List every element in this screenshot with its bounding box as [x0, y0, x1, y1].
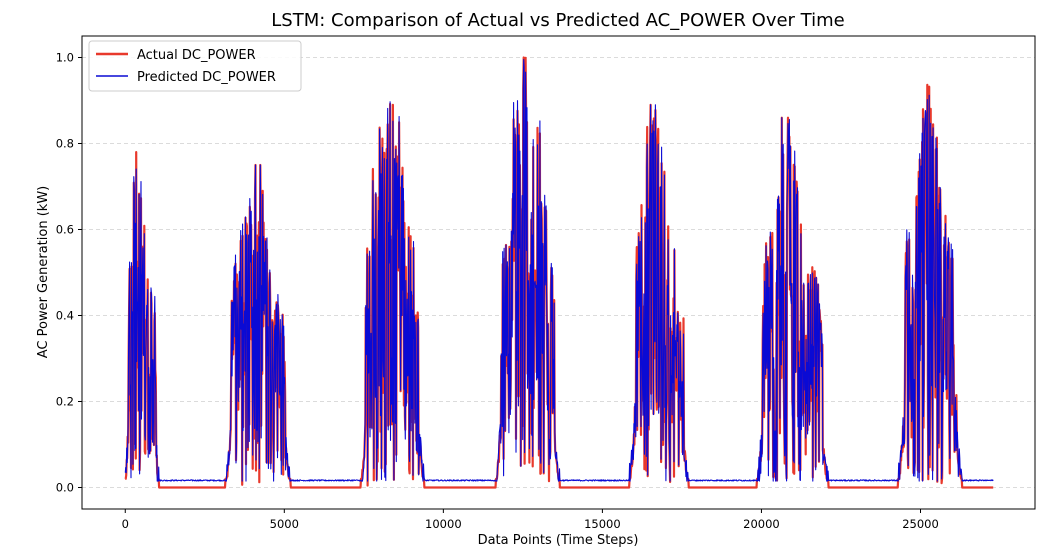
- y-tick-label: 1.0: [56, 51, 74, 65]
- legend-label-actual: Actual DC_POWER: [137, 48, 256, 63]
- series-predicted: [124, 59, 994, 482]
- x-tick-label: 5000: [270, 517, 299, 531]
- grid-lines: [82, 57, 1035, 488]
- legend: Actual DC_POWER Predicted DC_POWER: [88, 40, 302, 92]
- x-tick-label: 25000: [902, 517, 939, 531]
- x-axis-ticks: 0 5000 10000 15000 20000 25000: [122, 509, 939, 531]
- y-tick-label: 0.4: [56, 309, 74, 323]
- x-axis-label: Data Points (Time Steps): [478, 533, 639, 548]
- x-tick-label: 10000: [425, 517, 462, 531]
- chart-title: LSTM: Comparison of Actual vs Predicted …: [271, 10, 844, 31]
- predicted-line: [124, 59, 994, 482]
- y-axis-ticks: 0.0 0.2 0.4 0.6 0.8 1.0: [56, 51, 82, 495]
- y-tick-label: 0.2: [56, 395, 74, 409]
- x-tick-label: 15000: [584, 517, 621, 531]
- legend-box: [88, 40, 302, 92]
- x-tick-label: 0: [122, 517, 129, 531]
- y-tick-label: 0.0: [56, 481, 74, 495]
- y-tick-label: 0.6: [56, 223, 74, 237]
- y-tick-label: 0.8: [56, 137, 74, 151]
- y-axis-label: AC Power Generation (kW): [36, 186, 51, 359]
- x-tick-label: 20000: [743, 517, 780, 531]
- legend-label-predicted: Predicted DC_POWER: [137, 70, 276, 85]
- plot-frame: [81, 35, 1036, 510]
